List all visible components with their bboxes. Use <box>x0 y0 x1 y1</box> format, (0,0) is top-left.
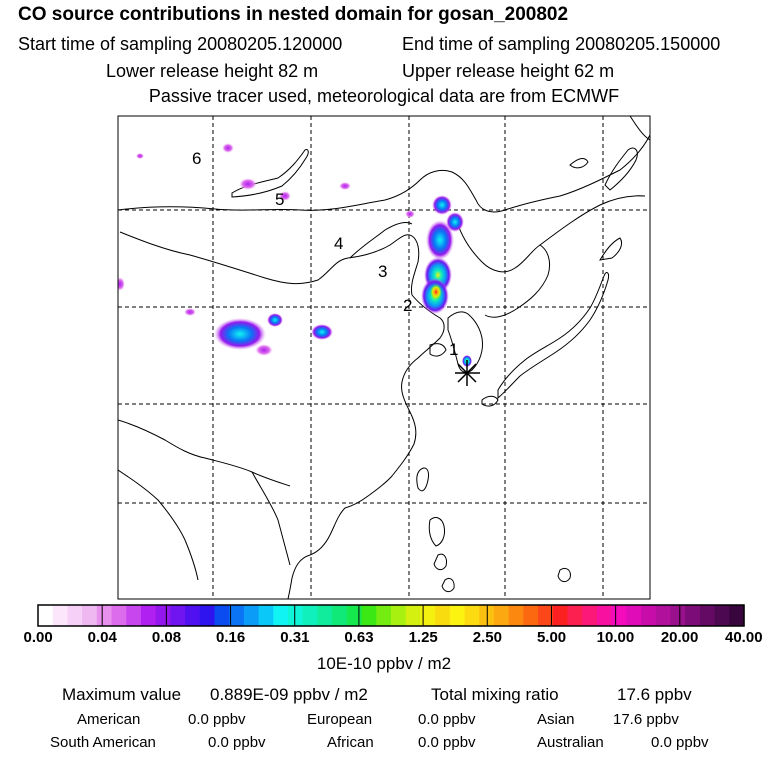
start-time-label: Start time of sampling 20080205.120000 <box>18 34 343 54</box>
total-mixing-label: Total mixing ratio <box>431 685 559 704</box>
asterisk-icon <box>455 360 480 386</box>
colorbar-tick-label: 0.31 <box>280 629 310 646</box>
upper-release-label: Upper release height 62 m <box>402 61 615 81</box>
colorbar-tick-label: 20.00 <box>660 629 699 646</box>
colorbar-tick-label: 40.00 <box>725 629 763 646</box>
colorbar-cell <box>258 605 274 626</box>
colorbar-cell <box>538 605 554 626</box>
source-name-african: African <box>327 734 374 751</box>
colorbar-cell <box>67 605 83 626</box>
colorbar-tick-label: 0.08 <box>151 629 182 646</box>
colorbar-cell <box>96 605 113 626</box>
colorbar-cell <box>714 605 730 626</box>
colorbar-cell <box>449 605 466 626</box>
region-label-5: 5 <box>275 190 284 209</box>
colorbar <box>38 605 745 626</box>
colorbar-cell <box>376 605 392 626</box>
colorbar-cell <box>52 605 69 626</box>
colorbar-units: 10E-10 ppbv / m2 <box>316 654 452 673</box>
colorbar-cell <box>332 605 348 626</box>
lower-release-label: Lower release height 82 m <box>106 61 319 81</box>
colorbar-cell <box>302 605 319 626</box>
colorbar-cell <box>685 605 701 626</box>
map-frame <box>117 115 651 600</box>
colorbar-cell <box>626 605 642 626</box>
map-content: 1 2 3 4 5 6 <box>118 116 650 599</box>
tracer-note: Passive tracer used, meteorological data… <box>148 86 620 106</box>
colorbar-cell <box>699 605 716 626</box>
colorbar-cell <box>523 605 539 626</box>
colorbar-cell <box>641 605 657 626</box>
source-name-australian: Australian <box>537 734 604 751</box>
colorbar-cell <box>317 605 333 626</box>
source-value-south-american: 0.0 ppbv <box>208 734 266 751</box>
source-value-american: 0.0 ppbv <box>188 711 246 728</box>
region-label-6: 6 <box>192 149 201 168</box>
total-mixing-value: 17.6 ppbv <box>617 685 692 704</box>
colorbar-cell <box>493 605 510 626</box>
colorbar-cell <box>552 605 569 626</box>
figure-title: CO source contributions in nested domain… <box>18 4 569 25</box>
colorbar-cell <box>243 605 260 626</box>
source-name-asian: Asian <box>537 711 575 728</box>
colorbar-cell <box>82 605 98 626</box>
end-time-label: End time of sampling 20080205.150000 <box>402 34 721 54</box>
colorbar-cell <box>508 605 524 626</box>
colorbar-cell <box>214 605 230 626</box>
colorbar-cell <box>346 605 363 626</box>
colorbar-cell <box>229 605 245 626</box>
source-name-american: American <box>77 711 141 728</box>
colorbar-cell <box>405 605 422 626</box>
colorbar-cell <box>126 605 142 626</box>
colorbar-cell <box>729 605 745 626</box>
colorbar-cell <box>185 605 201 626</box>
source-value-asian: 17.6 ppbv <box>613 711 679 728</box>
region-labels: 1 2 3 4 5 6 <box>192 149 458 359</box>
max-value: 0.889E-09 ppbv / m2 <box>210 685 368 704</box>
map-gridlines <box>118 116 650 599</box>
colorbar-cell <box>111 605 127 626</box>
max-value-label: Maximum value <box>62 685 182 704</box>
colorbar-cell <box>420 605 436 626</box>
colorbar-cell <box>611 605 627 626</box>
colorbar-cell <box>273 605 289 626</box>
map-coastlines <box>118 116 650 599</box>
region-label-3: 3 <box>378 262 387 281</box>
source-value-european: 0.0 ppbv <box>418 711 476 728</box>
source-name-european: European <box>307 711 373 728</box>
colorbar-tick-label: 0.00 <box>23 629 53 646</box>
colorbar-cell <box>670 605 686 626</box>
region-label-2: 2 <box>403 296 412 315</box>
colorbar-cell <box>596 605 613 626</box>
colorbar-cell <box>391 605 407 626</box>
colorbar-cell <box>435 605 451 626</box>
colorbar-tick-label: 0.16 <box>216 629 246 646</box>
source-value-african: 0.0 ppbv <box>418 734 476 751</box>
colorbar-cell <box>170 605 186 626</box>
concentration-field <box>118 143 472 367</box>
colorbar-cell <box>199 605 216 626</box>
colorbar-tick-label: 0.63 <box>344 629 374 646</box>
colorbar-cell <box>361 605 377 626</box>
region-label-1: 1 <box>449 340 458 359</box>
colorbar-cell <box>288 605 304 626</box>
colorbar-frame <box>37 604 745 627</box>
source-value-australian: 0.0 ppbv <box>651 734 709 751</box>
colorbar-cell <box>38 605 54 626</box>
colorbar-tick-label: 10.00 <box>596 629 635 646</box>
colorbar-cell <box>655 605 672 626</box>
source-name-south-american: South American <box>50 734 156 751</box>
colorbar-cell <box>567 605 583 626</box>
colorbar-cell <box>140 605 157 626</box>
colorbar-tick-label: 1.25 <box>408 629 438 646</box>
region-label-4: 4 <box>334 234 343 253</box>
colorbar-cell <box>155 605 171 626</box>
colorbar-cell <box>582 605 598 626</box>
colorbar-tick-label: 0.04 <box>87 629 117 646</box>
colorbar-tick-label: 2.50 <box>472 629 502 646</box>
colorbar-cell <box>464 605 480 626</box>
colorbar-tick-label: 5.00 <box>536 629 567 646</box>
